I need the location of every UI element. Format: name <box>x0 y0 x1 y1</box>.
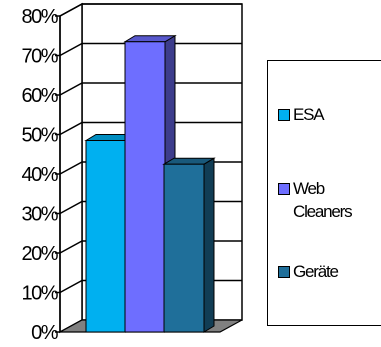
bar-2 <box>162 157 216 333</box>
y-tick-label-5: 50% <box>21 125 58 147</box>
gridline-7 <box>59 42 242 57</box>
bar-front-2 <box>163 163 205 333</box>
legend-item-web-cleaners: Web Cleaners <box>278 177 381 223</box>
bar-front-0 <box>85 140 127 333</box>
y-tick-label-7: 70% <box>21 46 58 68</box>
bar-side-2 <box>203 157 215 333</box>
legend-label-esa: ESA <box>293 105 325 124</box>
bar-front-1 <box>124 41 166 333</box>
y-tick-label-1: 10% <box>21 283 58 305</box>
legend-swatch-esa <box>278 109 290 121</box>
legend-label-web-cleaners: Web Cleaners <box>293 179 353 221</box>
gridline-8 <box>59 3 242 17</box>
legend-item-esa: ESA <box>278 103 381 126</box>
legend-label-gerate: Geräte <box>293 262 339 281</box>
y-tick-label-8: 80% <box>21 6 58 28</box>
legend-swatch-web-cleaners <box>278 183 290 195</box>
chart-bars <box>84 34 216 333</box>
gridline-6 <box>59 82 242 96</box>
y-tick-label-4: 40% <box>21 164 58 186</box>
legend-item-gerate: Geräte <box>278 260 381 283</box>
gridline-5 <box>59 121 242 136</box>
y-tick-label-6: 60% <box>21 85 58 107</box>
y-tick-label-0: 0% <box>31 322 59 344</box>
legend-swatch-gerate <box>278 266 290 278</box>
y-axis-tick-labels: 0% 10% 20% 30% 40% 50% 60% 70% 80% <box>21 6 60 344</box>
y-tick-label-2: 20% <box>21 243 58 265</box>
y-tick-label-3: 30% <box>21 204 58 226</box>
chart-legend: ESA Web Cleaners Geräte <box>267 60 381 326</box>
